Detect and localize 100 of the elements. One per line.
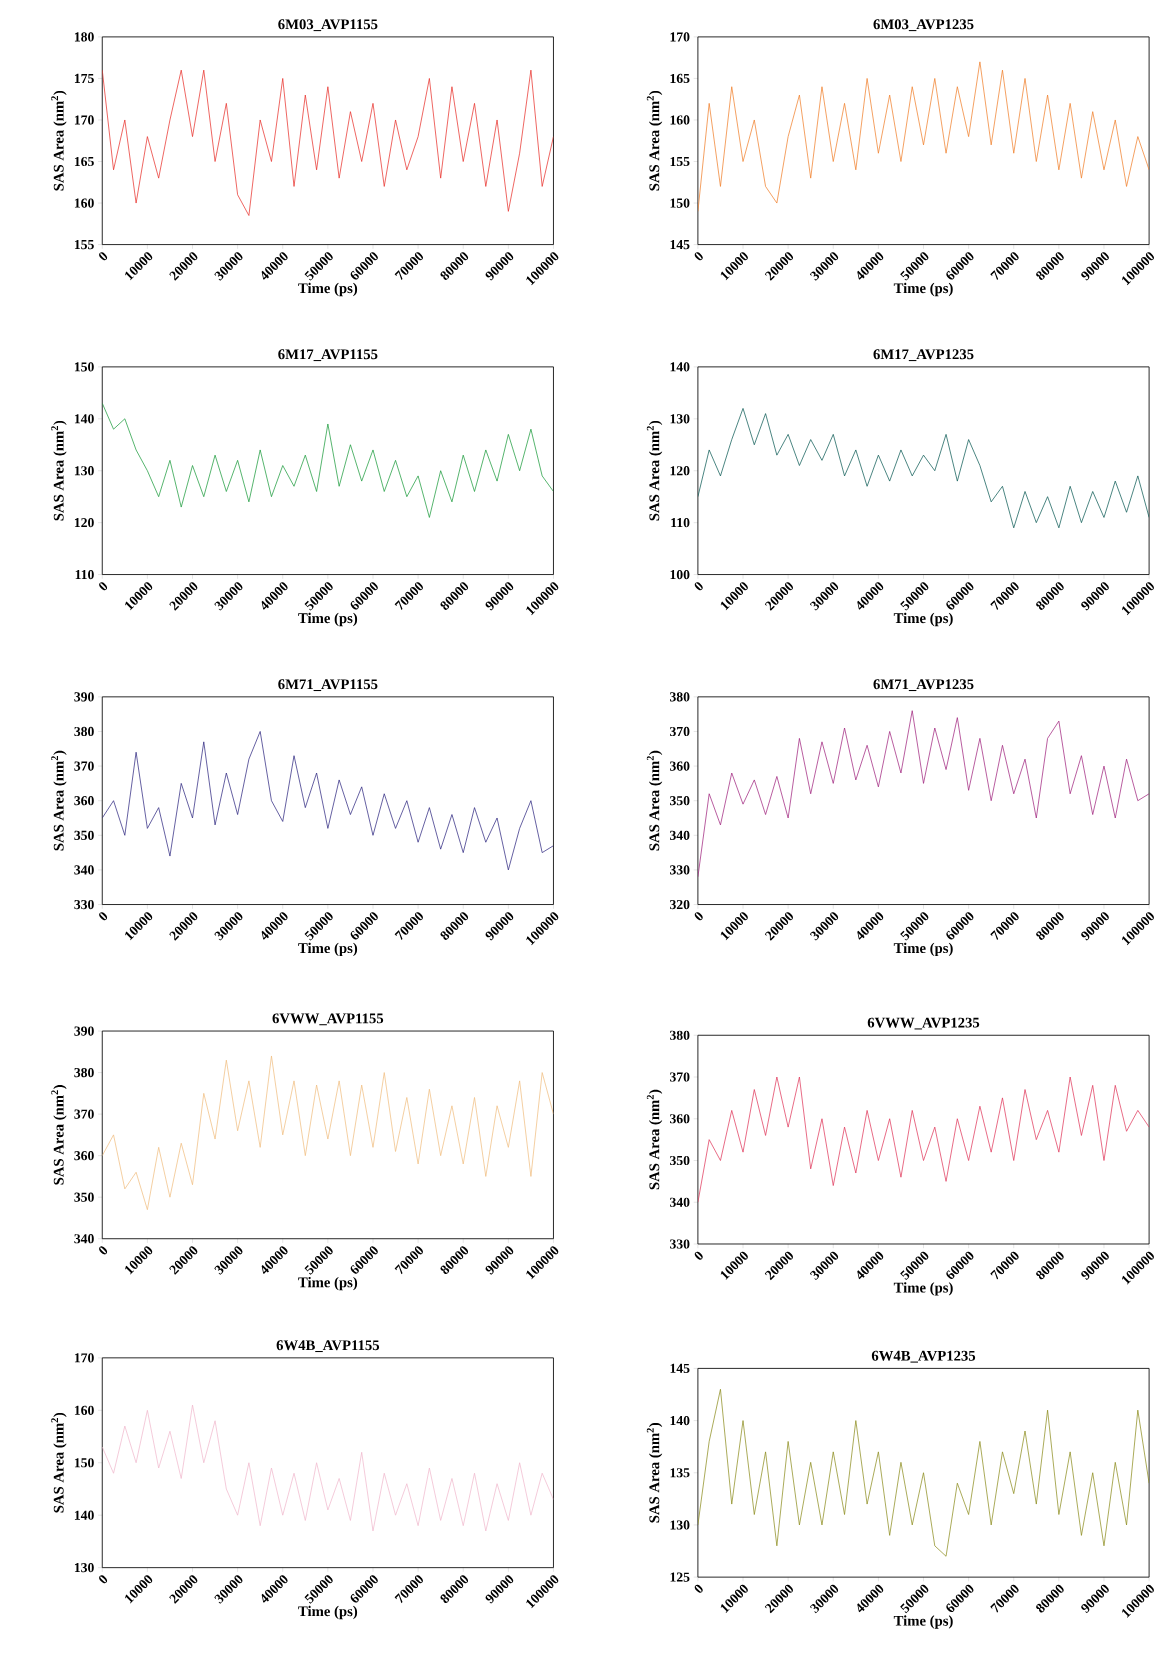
y-tick-label: 380 [74, 1067, 95, 1078]
y-tick-label: 145 [670, 240, 690, 250]
x-tick-label: 0 [694, 252, 704, 261]
y-tick-label: 135 [670, 1468, 690, 1478]
line-series [698, 710, 1150, 878]
x-tick-label: 0 [99, 1575, 108, 1584]
y-tick-label: 120 [670, 466, 690, 476]
y-axis-title: SAS Area (nm$^{2}$) [647, 90, 663, 191]
x-tick-label: 0 [99, 582, 108, 591]
y-tick-label: 380 [74, 726, 95, 737]
y-axis-title: SAS Area (nm$^{2}$) [51, 1412, 67, 1513]
x-tick-label: 0 [694, 1251, 704, 1260]
y-tick-label: 130 [75, 466, 95, 476]
y-tick-label: 370 [74, 761, 95, 771]
y-tick-label: 330 [74, 899, 95, 910]
y-tick-label: 125 [670, 1572, 690, 1582]
y-tick-label: 350 [670, 1155, 690, 1166]
y-tick-label: 370 [670, 1072, 690, 1082]
y-tick-label: 160 [75, 1405, 95, 1415]
chart-title: 6M17_AVP1235 [873, 349, 974, 362]
y-tick-label: 350 [670, 796, 690, 806]
y-tick-label: 350 [74, 830, 95, 840]
y-tick-label: 110 [75, 569, 95, 580]
chart-title: 6W4B_AVP1155 [276, 1340, 380, 1353]
y-tick-label: 130 [670, 414, 690, 424]
y-axis-title: SAS Area (nm$^{2}$) [647, 420, 663, 521]
y-tick-label: 140 [670, 362, 690, 372]
y-axis-title: SAS Area (nm$^{2}$) [647, 1422, 663, 1523]
y-tick-label: 165 [670, 73, 690, 84]
y-tick-label: 140 [75, 1510, 95, 1520]
chart-title: 6M71_AVP1235 [873, 679, 974, 692]
line-series [698, 1076, 1150, 1203]
x-axis-title: Time (ps) [894, 1282, 953, 1296]
y-tick-label: 170 [670, 32, 690, 42]
x-axis-title: Time (ps) [298, 942, 358, 957]
y-tick-label: 360 [74, 1151, 95, 1161]
x-axis-title: Time (ps) [298, 612, 358, 627]
y-axis-title: SAS Area (nm$^{2}$) [51, 420, 67, 521]
x-tick-label: 0 [694, 582, 704, 591]
chart-title: 6M71_AVP1155 [278, 679, 378, 692]
y-tick-label: 360 [74, 796, 95, 806]
y-tick-label: 140 [75, 414, 95, 424]
y-tick-label: 175 [75, 73, 95, 84]
x-tick-label: 0 [694, 1584, 704, 1593]
x-axis-title: Time (ps) [298, 282, 358, 297]
y-tick-label: 390 [74, 692, 95, 702]
y-tick-label: 160 [75, 198, 95, 208]
y-tick-label: 370 [670, 726, 690, 737]
y-tick-label: 170 [75, 115, 95, 125]
x-tick-label: 0 [694, 912, 704, 921]
y-tick-label: 150 [75, 362, 95, 372]
y-tick-label: 165 [75, 156, 95, 167]
y-tick-label: 350 [74, 1192, 95, 1202]
x-axis-title: Time (ps) [298, 1605, 358, 1620]
y-axis-title: SAS Area (nm$^{2}$) [51, 750, 67, 851]
y-tick-label: 370 [74, 1109, 95, 1119]
x-axis-title: Time (ps) [894, 282, 953, 297]
y-tick-label: 110 [671, 518, 690, 528]
y-tick-label: 170 [75, 1353, 95, 1363]
y-tick-label: 145 [670, 1363, 690, 1373]
chart-title: 6VWW_AVP1155 [272, 1013, 384, 1026]
y-tick-label: 330 [670, 865, 690, 875]
y-tick-label: 100 [670, 569, 690, 580]
x-tick-label: 0 [99, 252, 108, 261]
x-tick-label: 0 [99, 912, 108, 921]
chart-title: 6VWW_AVP1235 [868, 1017, 980, 1030]
y-axis-title: SAS Area (nm$^{2}$) [51, 1085, 67, 1185]
y-tick-label: 140 [670, 1415, 690, 1426]
chart-title: 6M03_AVP1155 [278, 19, 378, 32]
chart-title: 6W4B_AVP1235 [872, 1350, 976, 1363]
y-tick-label: 320 [670, 899, 690, 910]
line-series [698, 61, 1150, 212]
x-axis-title: Time (ps) [894, 612, 953, 627]
y-tick-label: 380 [670, 692, 690, 702]
y-tick-label: 130 [670, 1520, 690, 1530]
y-tick-label: 340 [74, 865, 95, 875]
y-tick-label: 160 [670, 115, 690, 125]
y-axis-title: SAS Area (nm$^{2}$) [647, 1089, 663, 1190]
y-tick-label: 380 [670, 1030, 690, 1040]
x-axis-title: Time (ps) [894, 1615, 953, 1629]
y-tick-label: 180 [75, 32, 95, 42]
line-series [102, 731, 554, 871]
y-tick-label: 120 [75, 518, 95, 528]
y-tick-label: 155 [75, 240, 95, 250]
y-tick-label: 155 [670, 156, 690, 167]
line-series [698, 1388, 1150, 1557]
chart-title: 6M17_AVP1155 [278, 349, 378, 362]
line-series [102, 402, 554, 518]
chart-title: 6M03_AVP1235 [873, 19, 974, 32]
y-tick-label: 150 [670, 198, 690, 208]
y-tick-label: 390 [74, 1026, 95, 1036]
y-axis-title: SAS Area (nm$^{2}$) [51, 90, 67, 191]
y-tick-label: 330 [670, 1239, 690, 1249]
x-axis-title: Time (ps) [894, 942, 953, 957]
line-series [102, 1055, 554, 1211]
y-tick-label: 360 [670, 761, 690, 771]
x-tick-label: 0 [99, 1246, 108, 1255]
y-tick-label: 130 [75, 1563, 95, 1573]
y-tick-label: 150 [75, 1458, 95, 1468]
line-series [102, 1404, 554, 1532]
